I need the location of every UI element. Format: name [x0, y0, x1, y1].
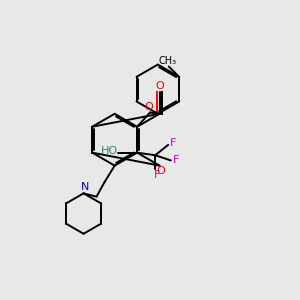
Text: HO: HO: [101, 146, 118, 156]
Text: N: N: [81, 182, 89, 192]
Text: F: F: [170, 138, 177, 148]
Text: O: O: [156, 82, 164, 92]
Text: O: O: [157, 166, 165, 176]
Text: F: F: [173, 155, 179, 165]
Text: O: O: [144, 103, 153, 112]
Text: CH₃: CH₃: [158, 56, 176, 67]
Text: F: F: [154, 170, 160, 180]
